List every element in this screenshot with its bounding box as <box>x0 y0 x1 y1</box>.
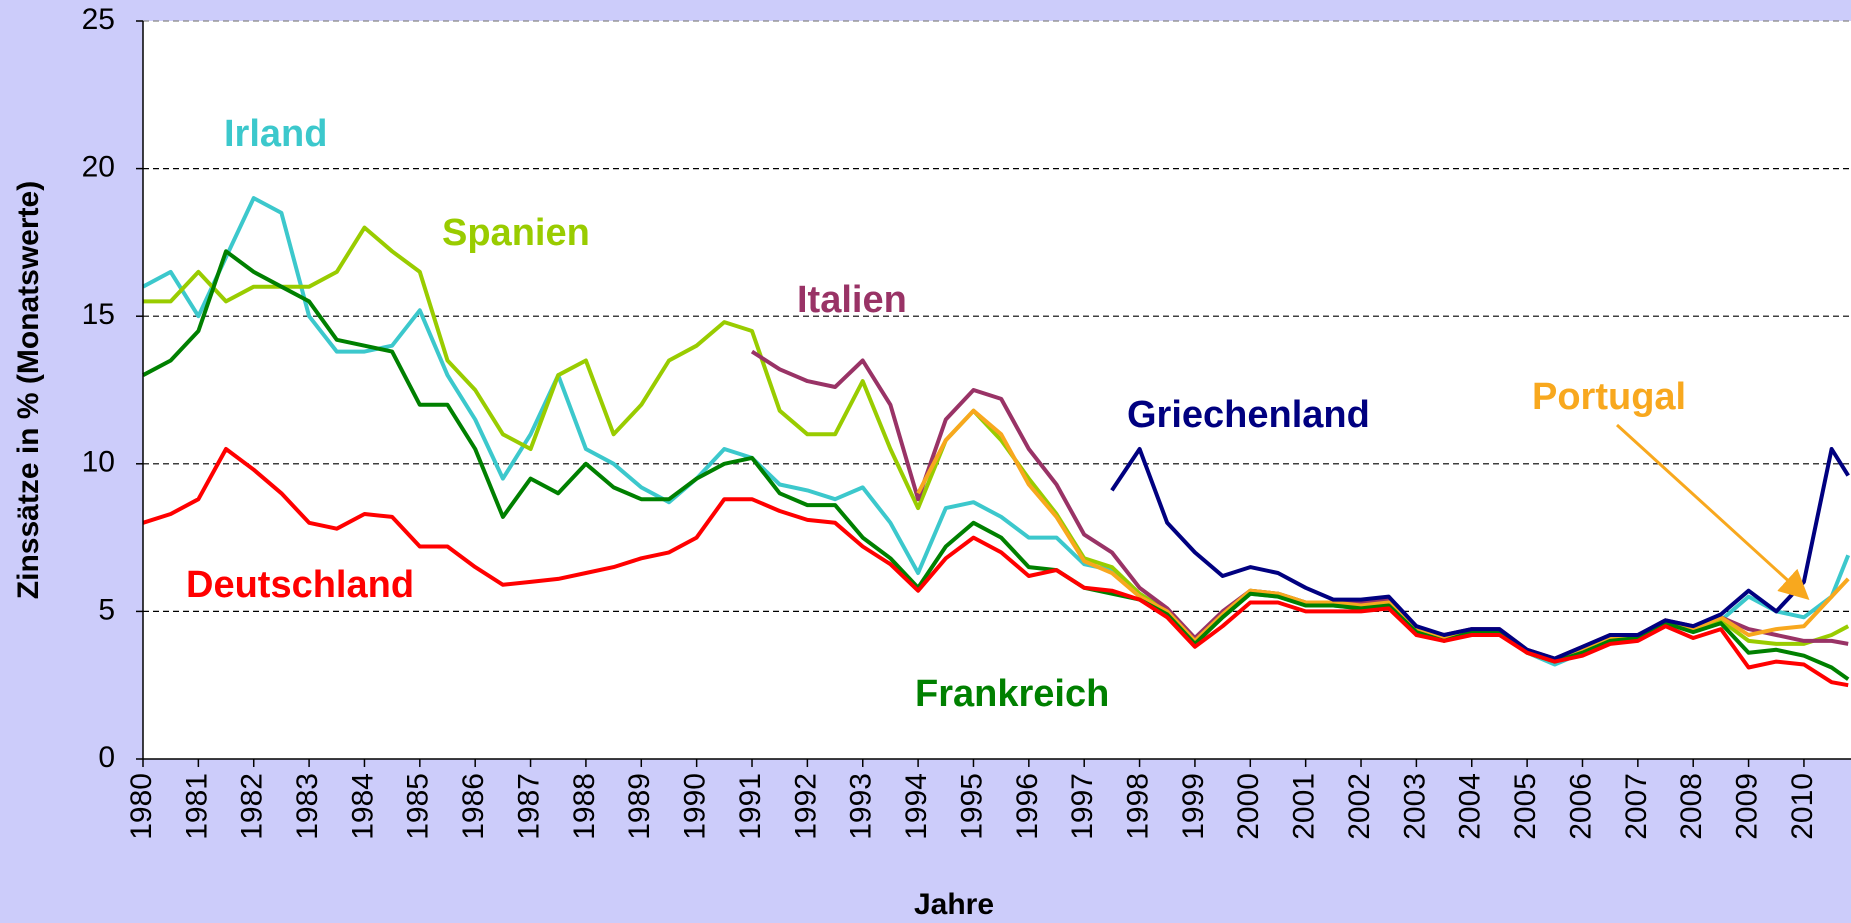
series-label: Frankreich <box>915 673 1109 715</box>
x-tick-label: 1997 <box>1066 773 1099 840</box>
x-tick-label: 1993 <box>845 773 878 840</box>
series-label: Portugal <box>1532 376 1686 418</box>
series-label: Griechenland <box>1127 394 1370 436</box>
series-label: Irland <box>224 113 327 155</box>
plot-area <box>143 21 1851 759</box>
series-line <box>916 408 1850 664</box>
x-tick-label: 2007 <box>1620 773 1653 840</box>
x-tick-label: 1998 <box>1121 773 1154 840</box>
series-label: Italien <box>797 279 907 321</box>
x-tick-label: 1980 <box>125 773 158 840</box>
series-line <box>1110 447 1850 661</box>
x-tick-label: 1985 <box>402 773 435 840</box>
x-tick-label: 2008 <box>1675 773 1708 840</box>
x-tick-label: 1986 <box>457 773 490 840</box>
x-tick-label: 1987 <box>512 773 545 840</box>
x-tick-label: 2001 <box>1288 773 1321 840</box>
x-tick-label: 2009 <box>1730 773 1763 840</box>
x-tick-label: 1990 <box>679 773 712 840</box>
x-tick-label: 2004 <box>1454 773 1487 840</box>
x-tick-label: 2000 <box>1232 773 1265 840</box>
x-tick-label: 1988 <box>568 773 601 840</box>
portugal-arrow <box>1615 423 1810 601</box>
y-tick-label: 25 <box>82 3 115 36</box>
y-tick-label: 20 <box>82 151 115 184</box>
x-tick-label: 1981 <box>180 773 213 840</box>
x-tick-label: 1982 <box>236 773 269 840</box>
x-tick-label: 1992 <box>789 773 822 840</box>
y-tick-label: 0 <box>98 741 115 774</box>
y-tick-label: 5 <box>98 593 115 626</box>
x-tick-label: 1984 <box>346 773 379 840</box>
x-tick-label: 1994 <box>900 773 933 840</box>
x-tick-label: 1989 <box>623 773 656 840</box>
y-tick-label: 15 <box>82 298 115 331</box>
x-tick-label: 1995 <box>955 773 988 840</box>
y-axis-label: Zinssätze in % (Monatswerte) <box>12 181 45 599</box>
x-tick-label: 1996 <box>1011 773 1044 840</box>
series-label: Spanien <box>442 212 590 254</box>
x-tick-label: 1999 <box>1177 773 1210 840</box>
series-label: Deutschland <box>186 564 414 606</box>
x-axis-label: Jahre <box>914 888 994 921</box>
x-tick-label: 2002 <box>1343 773 1376 840</box>
y-tick-label: 10 <box>82 446 115 479</box>
x-tick-label: 2003 <box>1398 773 1431 840</box>
x-tick-label: 2006 <box>1564 773 1597 840</box>
x-tick-label: 2010 <box>1786 773 1819 840</box>
x-tick-label: 1991 <box>734 773 767 840</box>
x-tick-label: 1983 <box>291 773 324 840</box>
x-tick-label: 2005 <box>1509 773 1542 840</box>
series-line <box>142 447 1849 688</box>
